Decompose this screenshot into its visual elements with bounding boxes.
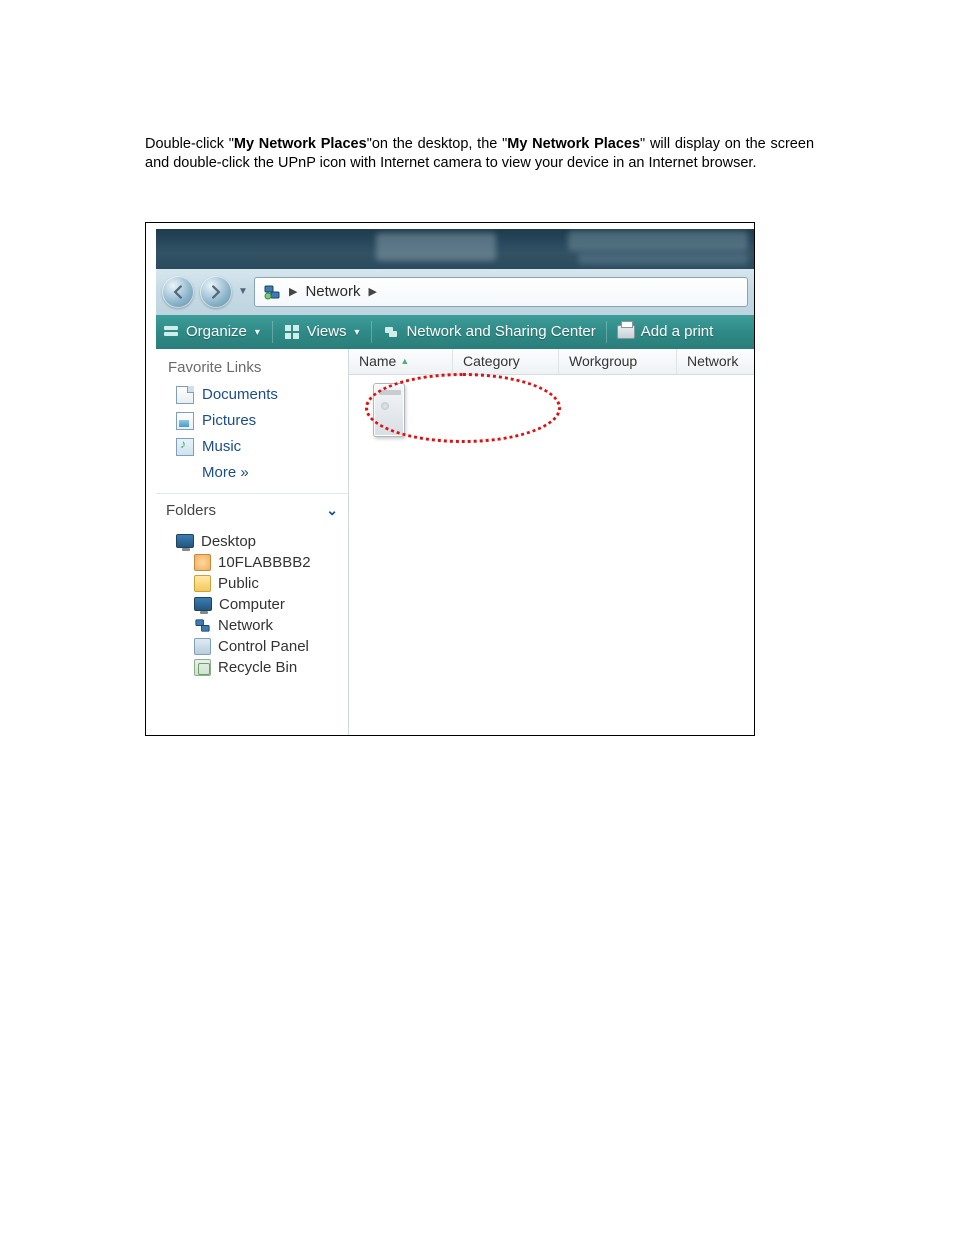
sidebar-item-music[interactable]: Music (172, 434, 340, 460)
music-icon (176, 438, 194, 456)
network-icon (263, 283, 281, 301)
column-header-label: Name (359, 353, 396, 369)
instr-pre: Double-click " (145, 136, 234, 152)
user-icon (194, 554, 211, 571)
printer-icon (617, 325, 635, 339)
dropdown-icon: ▼ (353, 327, 362, 337)
tree-item-computer[interactable]: Computer (176, 594, 342, 615)
chevron-down-icon: ⌄ (326, 502, 338, 519)
folder-tree: Desktop 10FLABBBB2 Public Computer (156, 527, 348, 686)
folders-header[interactable]: Folders ⌄ (156, 493, 348, 527)
sidebar-item-more[interactable]: More » (172, 460, 340, 485)
tree-item-label: Recycle Bin (218, 659, 297, 676)
titlebar (156, 229, 754, 269)
addprint-label: Add a print (641, 323, 714, 340)
tree-item-label: Control Panel (218, 638, 309, 655)
organize-label: Organize (186, 323, 247, 340)
sidebar-item-label: Documents (202, 386, 278, 403)
tree-item-control-panel[interactable]: Control Panel (176, 636, 342, 657)
breadcrumb-sep-icon: ▶ (368, 285, 376, 298)
dropdown-icon: ▼ (253, 327, 262, 337)
sidebar-item-label: More » (202, 464, 249, 481)
control-panel-icon (194, 638, 211, 655)
content-pane: Name ▲ Category Workgroup Network (349, 349, 754, 735)
column-header-workgroup[interactable]: Workgroup (559, 349, 677, 374)
instr-mid1: "on the desktop, the " (367, 136, 508, 152)
tree-item-label: Desktop (201, 533, 256, 550)
navigation-pane: Favorite Links Documents Pictures Mus (156, 349, 349, 735)
tree-item-label: Computer (219, 596, 285, 613)
network-center-icon (382, 323, 400, 341)
upnp-device-item[interactable] (373, 383, 405, 437)
column-header-label: Workgroup (569, 353, 637, 369)
tree-item-public[interactable]: Public (176, 573, 342, 594)
nav-history-dropdown[interactable]: ▼ (238, 276, 248, 308)
sidebar-item-label: Music (202, 438, 241, 455)
desktop-icon (176, 534, 194, 548)
sidebar-item-pictures[interactable]: Pictures (172, 408, 340, 434)
network-icon (194, 617, 211, 634)
tree-item-recycle-bin[interactable]: Recycle Bin (176, 657, 342, 678)
organize-button[interactable]: Organize ▼ (162, 323, 262, 341)
column-header-category[interactable]: Category (453, 349, 559, 374)
breadcrumb-location: Network (305, 283, 360, 300)
back-button[interactable] (162, 276, 194, 308)
device-icon (373, 383, 405, 437)
tree-item-user[interactable]: 10FLABBBB2 (176, 552, 342, 573)
tree-item-desktop[interactable]: Desktop (176, 531, 342, 552)
instr-bold1: My Network Places (234, 136, 367, 152)
computer-icon (194, 597, 212, 611)
column-header-label: Category (463, 353, 520, 369)
folders-header-label: Folders (166, 502, 216, 519)
documents-icon (176, 386, 194, 404)
address-row: ▼ ▶ Network ▶ (156, 269, 754, 315)
tree-item-label: Public (218, 575, 259, 592)
screenshot-frame: ▼ ▶ Network ▶ Organize ▼ (145, 222, 755, 736)
breadcrumb-sep-icon: ▶ (289, 285, 297, 298)
address-bar[interactable]: ▶ Network ▶ (254, 277, 748, 307)
recycle-bin-icon (194, 659, 211, 676)
command-toolbar: Organize ▼ Views ▼ Network and Shari (156, 315, 754, 349)
tree-item-label: 10FLABBBB2 (218, 554, 311, 571)
nsc-label: Network and Sharing Center (406, 323, 595, 340)
sidebar-item-label: Pictures (202, 412, 256, 429)
column-header-label: Network (687, 353, 738, 369)
pictures-icon (176, 412, 194, 430)
add-printer-button[interactable]: Add a print (617, 323, 714, 340)
tree-item-label: Network (218, 617, 273, 634)
sidebar-item-documents[interactable]: Documents (172, 382, 340, 408)
views-button[interactable]: Views ▼ (283, 323, 362, 341)
favorite-links-header: Favorite Links (156, 349, 348, 382)
explorer-window: ▼ ▶ Network ▶ Organize ▼ (156, 229, 754, 735)
views-icon (283, 323, 301, 341)
organize-icon (162, 323, 180, 341)
views-label: Views (307, 323, 347, 340)
sort-asc-icon: ▲ (400, 356, 409, 366)
instr-bold2: My Network Places (507, 136, 640, 152)
instruction-text: Double-click "My Network Places"on the d… (145, 135, 814, 174)
forward-button[interactable] (200, 276, 232, 308)
tree-item-network[interactable]: Network (176, 615, 342, 636)
column-headers: Name ▲ Category Workgroup Network (349, 349, 754, 375)
network-sharing-center-button[interactable]: Network and Sharing Center (382, 323, 595, 341)
column-header-network[interactable]: Network (677, 349, 754, 374)
folder-icon (194, 575, 211, 592)
column-header-name[interactable]: Name ▲ (349, 349, 453, 374)
